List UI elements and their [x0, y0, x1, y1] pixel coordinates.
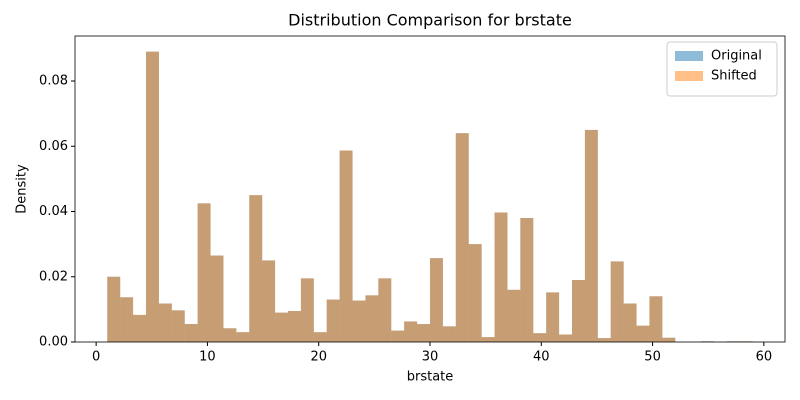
x-tick-label: 40	[533, 350, 550, 365]
x-tick-label: 20	[310, 350, 327, 365]
bar	[236, 332, 250, 342]
bar	[146, 51, 159, 343]
bar	[352, 300, 366, 342]
x-tick-label: 60	[756, 350, 773, 365]
bar	[636, 325, 650, 342]
bar	[417, 324, 430, 342]
bar	[610, 261, 624, 342]
bar	[313, 332, 327, 342]
y-axis-label: Density	[15, 164, 30, 214]
legend-label: Shifted	[711, 69, 757, 84]
bar	[210, 255, 224, 342]
bar	[391, 330, 405, 342]
bar	[378, 278, 392, 342]
bar	[572, 280, 585, 342]
bar	[533, 333, 547, 342]
bar	[649, 296, 663, 342]
bar	[430, 258, 443, 342]
bar	[158, 303, 172, 342]
bar	[481, 337, 495, 342]
bar	[468, 244, 482, 342]
bar	[546, 292, 560, 342]
bar	[442, 326, 456, 342]
bar	[288, 311, 301, 342]
bar	[197, 203, 211, 342]
bar	[223, 328, 237, 342]
x-tick-label: 50	[644, 350, 661, 365]
x-tick-label: 0	[92, 350, 100, 365]
x-axis-label: brstate	[407, 370, 454, 385]
chart-title: Distribution Comparison for brstate	[288, 11, 572, 30]
y-tick-label: 0.02	[39, 269, 68, 284]
bar	[262, 260, 276, 342]
y-tick-label: 0.04	[39, 204, 68, 219]
bar	[584, 129, 598, 342]
bar	[171, 310, 185, 342]
bar	[404, 321, 418, 342]
bar	[494, 212, 508, 342]
bar	[662, 337, 676, 342]
bar	[623, 303, 637, 342]
y-tick-label: 0.08	[39, 74, 68, 89]
x-tick-label: 30	[422, 350, 439, 365]
legend-swatch	[675, 71, 703, 81]
bar	[326, 299, 340, 342]
x-tick-label: 10	[199, 350, 216, 365]
bar	[184, 324, 198, 342]
bar	[133, 314, 146, 342]
bar	[365, 295, 379, 342]
bar	[455, 133, 469, 342]
y-tick-label: 0.00	[39, 335, 68, 350]
legend-label: Original	[711, 49, 762, 64]
legend-swatch	[675, 51, 703, 61]
bar	[275, 312, 288, 342]
bar	[597, 338, 611, 342]
bar	[559, 334, 572, 342]
y-tick-label: 0.06	[39, 139, 68, 154]
bar	[249, 195, 263, 342]
bar	[107, 276, 121, 342]
bar	[300, 278, 314, 342]
bar	[507, 289, 521, 342]
bar	[339, 150, 353, 342]
bar	[520, 218, 534, 342]
bar	[120, 297, 134, 342]
